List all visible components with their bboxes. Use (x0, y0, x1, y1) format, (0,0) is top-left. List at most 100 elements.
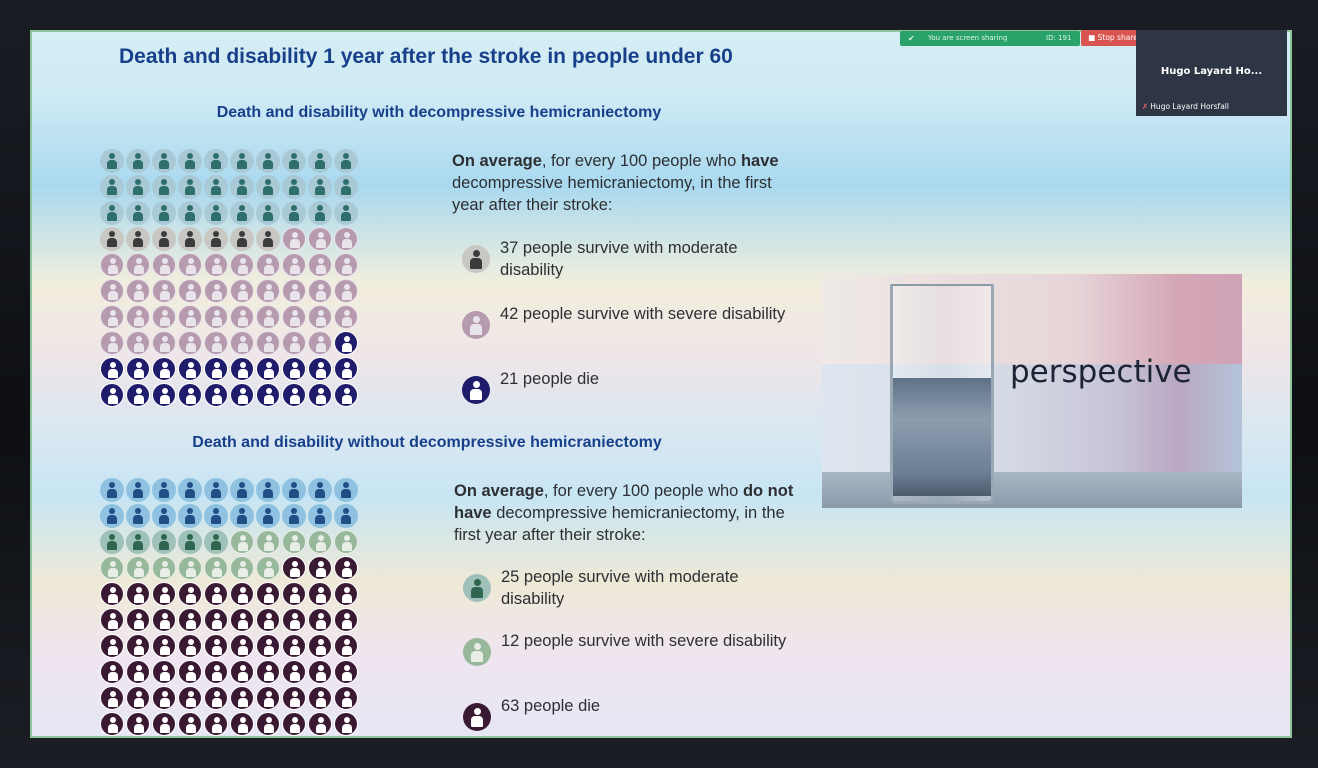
person-icon-severe (308, 253, 332, 277)
person-icon-died (152, 634, 176, 658)
person-icon-moderate (178, 530, 202, 554)
person-icon-good (152, 504, 176, 528)
person-icon-severe (282, 227, 306, 251)
person-icon-severe (308, 305, 332, 329)
person-icon-good (178, 478, 202, 502)
participant-video-tile[interactable]: Hugo Layard Ho... ✗ Hugo Layard Horsfall (1136, 30, 1287, 116)
person-icon-severe (126, 305, 150, 329)
person-icon-died (126, 608, 150, 632)
person-icon-severe (282, 530, 306, 554)
person-icon-died (178, 712, 202, 736)
person-icon-died (308, 634, 332, 658)
person-icon-died (334, 608, 358, 632)
person-icon-good (152, 201, 176, 225)
person-icon-good (100, 478, 124, 502)
intro-text-a: , for every 100 people who (541, 152, 741, 170)
person-icon-severe (204, 556, 228, 580)
person-icon-died (334, 634, 358, 658)
person-icon-good (204, 149, 228, 173)
person-icon-died (100, 712, 124, 736)
person-icon-died (204, 357, 228, 381)
person-icon-died (126, 357, 150, 381)
person-icon-good (100, 149, 124, 173)
person-icon-died (230, 660, 254, 684)
person-icon-died (334, 357, 358, 381)
person-icon-good (334, 478, 358, 502)
stop-share-button[interactable]: ■ Stop share (1081, 30, 1145, 46)
person-icon-died (308, 608, 332, 632)
screen-share-bar[interactable]: ✔ You are screen sharing ID: 191 (900, 31, 1080, 46)
person-icon-severe (230, 305, 254, 329)
share-status-text: You are screen sharing (928, 34, 1008, 42)
person-icon-moderate (204, 227, 228, 251)
without-surgery-intro: On average, for every 100 people who do … (454, 480, 794, 546)
person-icon-died (178, 634, 202, 658)
person-icon-severe (152, 331, 176, 355)
person-icon (462, 245, 490, 273)
person-icon-good (230, 175, 254, 199)
person-icon-died (230, 582, 254, 606)
person-icon-good (230, 504, 254, 528)
person-icon-severe (256, 530, 280, 554)
person-icon-died (308, 357, 332, 381)
person-icon-died (126, 712, 150, 736)
person-icon-good (204, 478, 228, 502)
person-icon-died (256, 712, 280, 736)
person-icon-good (334, 175, 358, 199)
person-icon-severe (178, 279, 202, 303)
person-icon-severe (126, 331, 150, 355)
person-icon-died (334, 712, 358, 736)
person-icon-died (100, 686, 124, 710)
person-icon-died (308, 383, 332, 407)
person-icon-moderate (152, 530, 176, 554)
person-icon-good (282, 175, 306, 199)
person-icon-severe (204, 331, 228, 355)
share-shield-icon: ✔ (908, 34, 915, 43)
person-icon-died (256, 383, 280, 407)
person-icon (463, 574, 491, 602)
person-icon-died (334, 383, 358, 407)
person-icon-good (308, 201, 332, 225)
person-icon-died (282, 582, 306, 606)
person-icon-moderate (230, 227, 254, 251)
person-icon-good (204, 201, 228, 225)
person-icon-moderate (152, 227, 176, 251)
person-icon-died (152, 712, 176, 736)
person-icon-good (256, 201, 280, 225)
person-icon-died (230, 383, 254, 407)
person-icon-died (308, 712, 332, 736)
person-icon-died (152, 383, 176, 407)
person-icon-severe (100, 331, 124, 355)
person-icon-good (178, 149, 202, 173)
person-icon-died (334, 331, 358, 355)
person-icon-died (308, 660, 332, 684)
person-icon-good (308, 175, 332, 199)
person-icon-severe (100, 279, 124, 303)
person-icon-good (126, 149, 150, 173)
person-icon-died (282, 357, 306, 381)
person-icon-died (282, 712, 306, 736)
person-icon-severe (334, 253, 358, 277)
person-icon-good (282, 149, 306, 173)
intro-have: do not have (454, 482, 794, 522)
person-icon-moderate (126, 530, 150, 554)
person-icon-died (100, 357, 124, 381)
person-icon-good (126, 478, 150, 502)
person-icon-died (308, 582, 332, 606)
person-icon-severe (100, 253, 124, 277)
person-icon-died (126, 634, 150, 658)
intro-text-a: , for every 100 people who (543, 482, 743, 500)
person-icon-died (230, 608, 254, 632)
legend-severe-label: 42 people survive with severe disability (500, 305, 786, 323)
person-icon-died (256, 634, 280, 658)
legend-died-with: 21 people die (462, 368, 800, 404)
person-icon-died (152, 582, 176, 606)
person-icon-died (152, 660, 176, 684)
person-icon-good (178, 504, 202, 528)
participant-name: Hugo Layard Ho... (1160, 66, 1263, 77)
person-icon-died (334, 686, 358, 710)
person-icon-severe (204, 305, 228, 329)
meeting-id-text: ID: 191 (1046, 34, 1072, 42)
person-icon-severe (152, 253, 176, 277)
person-icon-died (230, 686, 254, 710)
